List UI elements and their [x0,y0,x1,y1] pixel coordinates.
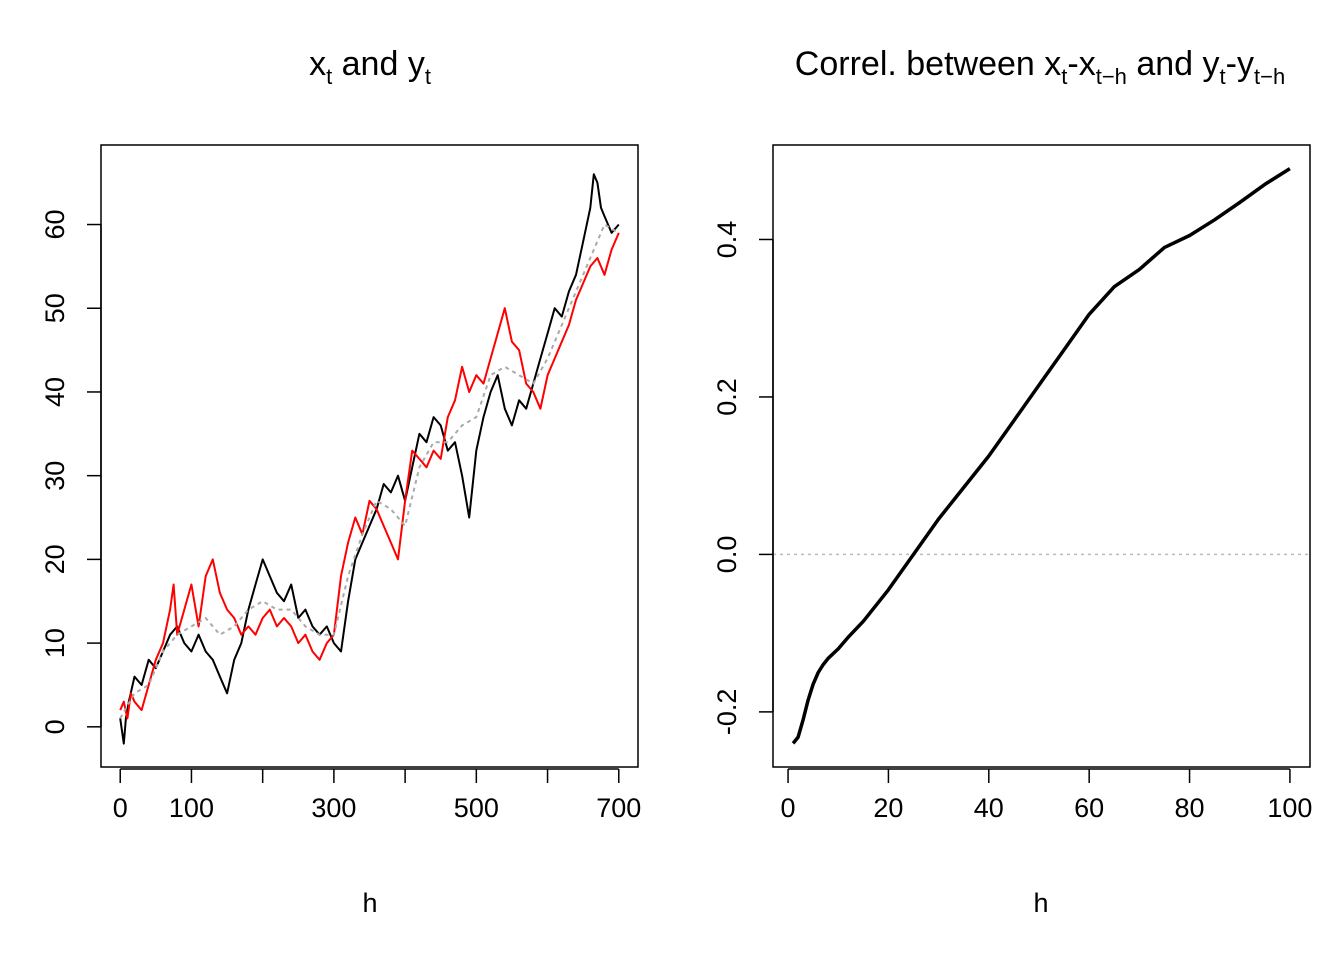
right-chart-title: Correl. between xt-xt−h and yt-yt−h [795,45,1285,89]
left-x-axis: 0 100 300 500 700 [113,768,641,823]
right-x-axis-label: h [1033,888,1048,918]
left-panel: xt and yt 0 100 300 500 700 0 10 20 30 40 50 60 h [40,45,641,918]
series-line-2 [119,232,620,720]
x-tick-label: 80 [1175,793,1205,823]
left-y-axis: 0 10 20 30 40 50 60 [40,210,102,734]
left-series-group [119,173,620,745]
x-tick-label: 20 [873,793,903,823]
y-tick-label: 40 [40,377,70,407]
x-tick-label: 0 [113,793,128,823]
y-tick-label: 0 [40,719,70,734]
x-tick-label: 60 [1074,793,1104,823]
y-tick-label: 60 [40,210,70,240]
right-y-axis: -0.2 0.0 0.2 0.4 [712,221,774,736]
x-tick-label: 100 [1267,793,1312,823]
left-chart-title: xt and yt [309,45,431,89]
y-tick-label: 0.0 [712,536,742,574]
y-tick-label: 20 [40,544,70,574]
x-tick-label: 40 [974,793,1004,823]
x-tick-label: 300 [311,793,356,823]
y-tick-label: 10 [40,628,70,658]
x-tick-label: 500 [454,793,499,823]
x-tick-label: 700 [596,793,641,823]
x-tick-label: 0 [781,793,796,823]
y-tick-label: -0.2 [712,689,742,736]
right-panel: Correl. between xt-xt−h and yt-yt−h 0 20 4… [712,45,1312,918]
left-plot-frame [100,144,639,768]
y-tick-label: 30 [40,461,70,491]
y-tick-label: 0.4 [712,221,742,259]
left-x-axis-label: h [362,888,377,918]
y-tick-label: 50 [40,293,70,323]
y-tick-label: 0.2 [712,378,742,416]
series-line-1 [119,173,620,745]
right-plot-frame [772,144,1311,768]
x-tick-label: 100 [169,793,214,823]
series-line-1 [791,167,1291,745]
right-series-group [791,167,1291,745]
right-x-axis: 0 20 40 60 80 100 [781,768,1312,823]
